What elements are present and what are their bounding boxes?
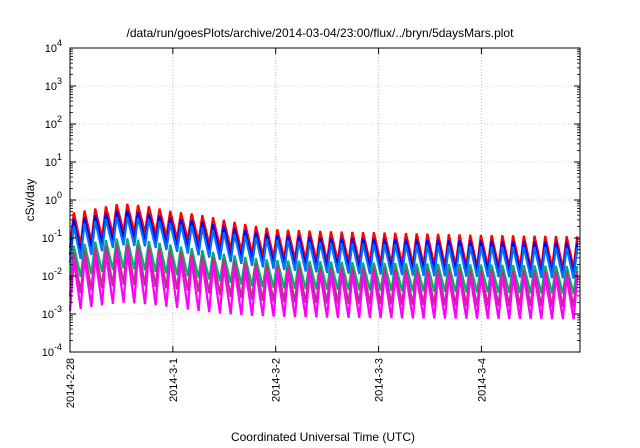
y-tick-label: 104	[45, 38, 62, 55]
x-tick-label: 2014-3-4	[476, 358, 488, 402]
chart-title: /data/run/goesPlots/archive/2014-03-04/2…	[127, 26, 515, 40]
y-tick-label: 101	[45, 152, 62, 169]
x-tick-label: 2014-3-2	[271, 358, 283, 402]
series-line-2	[68, 210, 579, 275]
data-series	[68, 203, 579, 320]
x-tick-labels: 2014-2-28 2014-3-1 2014-3-2 2014-3-3 2014-3-…	[65, 358, 488, 408]
y-tick-label: 10-3	[42, 304, 62, 321]
series-line-3	[68, 216, 579, 279]
y-tick-label: 102	[45, 114, 62, 131]
series-line-4	[68, 238, 579, 294]
y-tick-labels: 10-4 10-3 10-2 10-1 100 101 102 103 104	[42, 38, 62, 359]
y-tick-label: 10-4	[42, 342, 62, 359]
x-axis-title: Coordinated Universal Time (UTC)	[231, 430, 415, 444]
series-line-5	[68, 244, 579, 308]
y-tick-label: 10-1	[42, 228, 62, 245]
x-tick-label: 2014-3-1	[168, 358, 180, 402]
axis-ticks	[69, 47, 580, 353]
y-tick-label: 100	[45, 190, 62, 207]
series-line-1	[68, 203, 579, 269]
y-tick-label: 103	[45, 76, 62, 93]
x-tick-label: 2014-2-28	[65, 358, 77, 408]
y-axis-title: cSv/day	[23, 179, 37, 222]
series-line-6	[68, 251, 579, 320]
x-tick-label: 2014-3-3	[374, 358, 386, 402]
y-tick-label: 10-2	[42, 266, 62, 283]
